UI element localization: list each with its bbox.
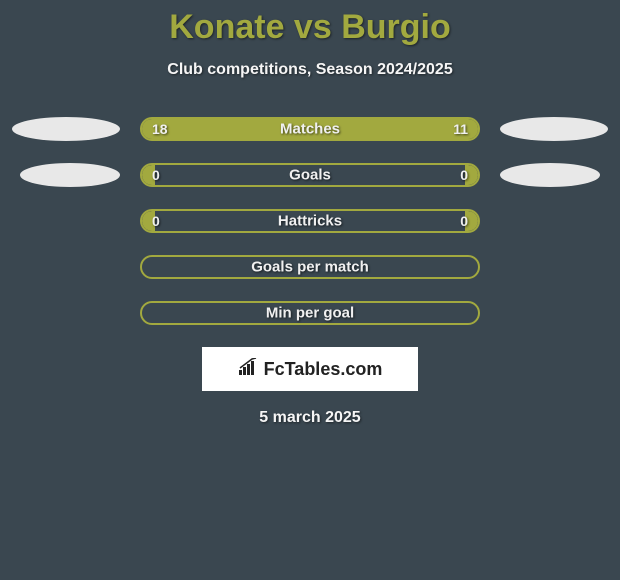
stat-label: Matches	[280, 121, 340, 138]
player-left-badge	[20, 163, 120, 187]
stat-bar: 0 0 Goals	[140, 163, 480, 187]
stat-label: Min per goal	[266, 305, 354, 322]
stat-label: Hattricks	[278, 213, 342, 230]
subtitle: Club competitions, Season 2024/2025	[0, 61, 620, 79]
brand-box[interactable]: FcTables.com	[202, 347, 418, 391]
comparison-card: Konate vs Burgio Club competitions, Seas…	[0, 0, 620, 427]
stat-row: 18 11 Matches	[0, 117, 620, 141]
player-right-badge	[500, 117, 608, 141]
stat-value-left: 0	[152, 167, 160, 183]
stat-bar: 0 0 Hattricks	[140, 209, 480, 233]
player-right-badge	[500, 163, 600, 187]
stat-value-right: 0	[460, 213, 468, 229]
stat-value-left: 0	[152, 213, 160, 229]
stat-bar: Goals per match	[140, 255, 480, 279]
brand-label: FcTables.com	[238, 358, 383, 381]
stat-value-right: 0	[460, 167, 468, 183]
chart-icon	[238, 358, 260, 381]
stats-area: 18 11 Matches 0 0 Goals 0 0 Hattricks Goals per m…	[0, 117, 620, 325]
player-left-badge	[12, 117, 120, 141]
brand-text: FcTables.com	[264, 359, 383, 380]
stat-bar: Min per goal	[140, 301, 480, 325]
stat-bar: 18 11 Matches	[140, 117, 480, 141]
date-label: 5 march 2025	[0, 409, 620, 427]
stat-row: Goals per match	[0, 255, 620, 279]
stat-value-right: 11	[453, 121, 468, 137]
stat-row: 0 0 Hattricks	[0, 209, 620, 233]
page-title: Konate vs Burgio	[0, 8, 620, 47]
stat-value-left: 18	[152, 121, 168, 137]
stat-row: Min per goal	[0, 301, 620, 325]
stat-label: Goals per match	[251, 259, 369, 276]
stat-label: Goals	[289, 167, 331, 184]
stat-row: 0 0 Goals	[0, 163, 620, 187]
